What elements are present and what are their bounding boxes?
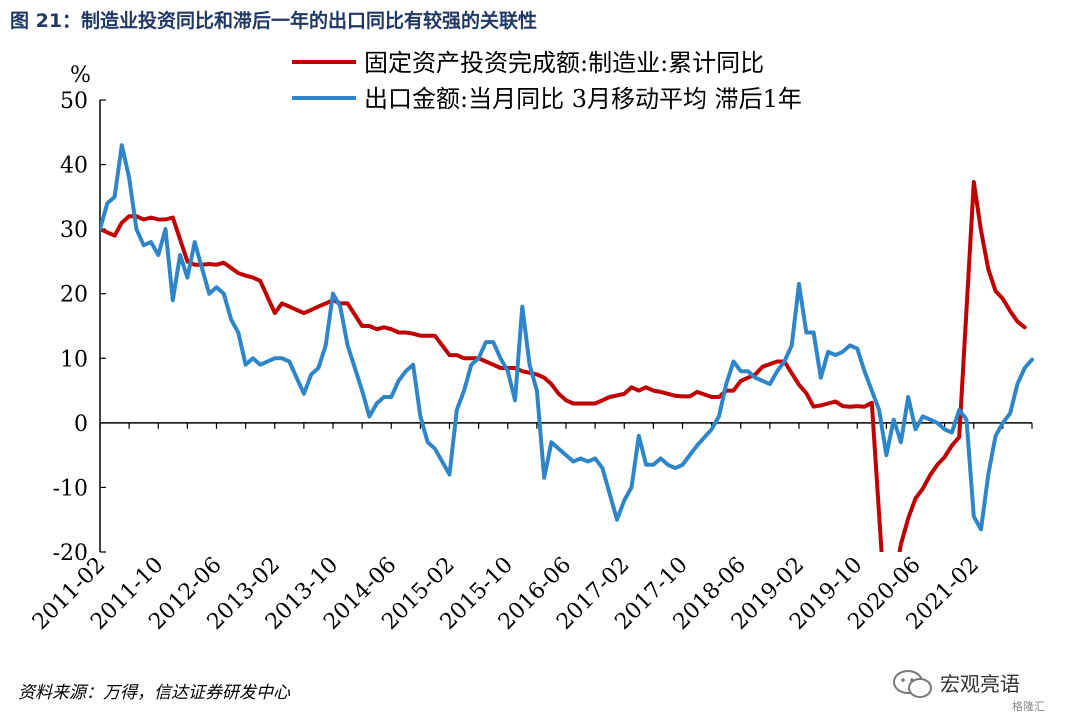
series-line-manufacturing-fai — [100, 180, 1027, 552]
y-tick-label: 50 — [60, 89, 88, 114]
legend-label: 固定资产投资完成额:制造业:累计同比 — [364, 49, 764, 77]
y-tick-label: 0 — [74, 412, 88, 437]
watermark: 宏观亮语 格隆汇 — [892, 664, 1072, 716]
y-tick-label: 20 — [60, 283, 88, 308]
y-axis-unit: % — [70, 63, 91, 88]
wechat-icon — [893, 670, 932, 698]
y-tick-label: -10 — [53, 476, 88, 501]
legend-label: 出口金额:当月同比 3月移动平均 滞后1年 — [364, 85, 802, 113]
y-tick-label: 30 — [60, 218, 88, 243]
series-layer — [100, 143, 1034, 552]
y-tick-label: 10 — [60, 347, 88, 372]
figure-title: 图 21：制造业投资同比和滞后一年的出口同比有较强的关联性 — [10, 10, 538, 32]
watermark-text: 宏观亮语 — [940, 672, 1020, 696]
line-chart: % -20-10010203040502011-022011-102012-06… — [28, 49, 1034, 635]
y-tick-label: 40 — [60, 154, 88, 179]
watermark-sub: 格隆汇 — [1012, 700, 1045, 713]
source-note: 资料来源：万得，信达证券研发中心 — [18, 683, 290, 703]
series-line-exports — [100, 143, 1034, 532]
y-tick-label: -20 — [53, 541, 88, 566]
